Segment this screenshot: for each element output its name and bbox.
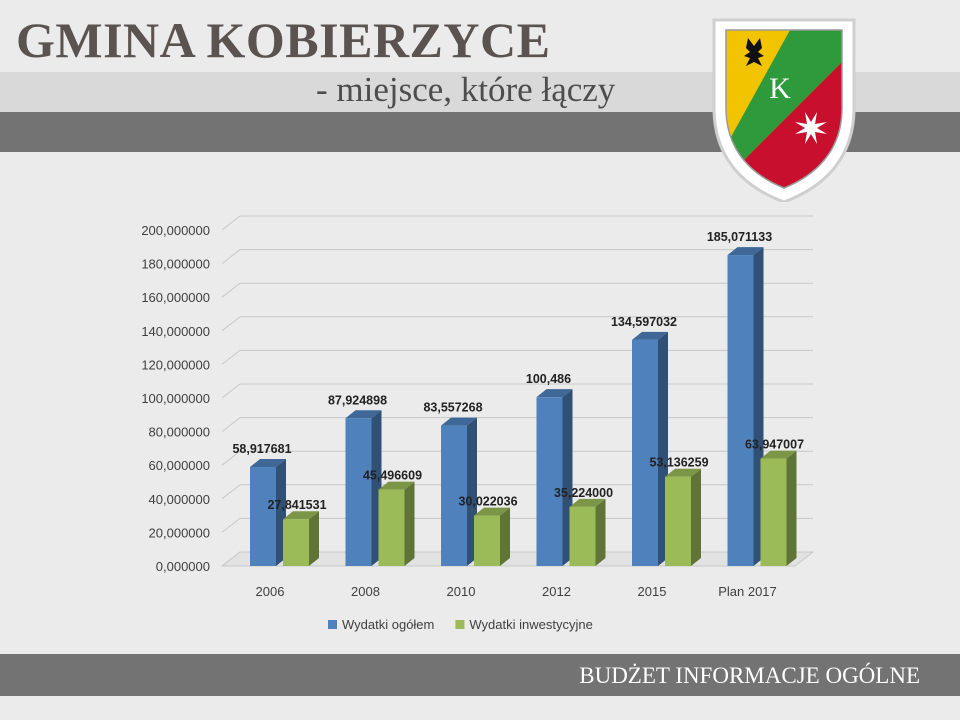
crest-green-band <box>726 30 842 178</box>
y-tick-label: 140,000000 <box>141 324 210 339</box>
footer-bar: BUDŻET INFORMACJE OGÓLNE <box>0 654 960 696</box>
bar <box>632 331 668 566</box>
bar <box>345 410 382 566</box>
gridline <box>221 517 813 533</box>
data-label: 35,224000 <box>554 486 613 500</box>
y-tick-label: 160,000000 <box>141 290 210 305</box>
data-label: 100,486 <box>526 372 571 386</box>
legend-swatch <box>328 620 337 629</box>
x-tick-label: 2012 <box>542 584 571 599</box>
data-label: 30,022036 <box>458 495 517 509</box>
y-tick-label: 60,000000 <box>149 458 210 473</box>
data-label: 185,071133 <box>707 230 772 244</box>
gridline <box>221 215 813 231</box>
y-tick-label: 100,000000 <box>141 391 210 406</box>
data-label: 45,496609 <box>363 469 422 483</box>
crest-letter: K <box>769 72 791 105</box>
gridline <box>221 383 813 399</box>
data-label: 87,924898 <box>328 393 387 407</box>
y-tick-label: 80,000000 <box>149 425 210 440</box>
bar <box>536 389 573 566</box>
data-label: 58,917681 <box>232 442 291 456</box>
gridline <box>221 484 813 500</box>
gridline <box>221 282 813 298</box>
data-label: 134,597032 <box>611 315 677 329</box>
y-tick-label: 0,000000 <box>156 559 210 574</box>
y-tick-label: 40,000000 <box>149 492 210 507</box>
gridline <box>221 450 813 466</box>
legend-label: Wydatki ogółem <box>342 617 434 632</box>
bar <box>727 247 764 566</box>
eagle-icon <box>744 38 764 66</box>
footer-text: BUDŻET INFORMACJE OGÓLNE <box>579 663 920 688</box>
data-label: 63,947007 <box>745 438 804 452</box>
data-label: 27,841531 <box>267 498 326 512</box>
page-title: GMINA KOBIERZYCE <box>16 12 551 68</box>
y-tick-label: 20,000000 <box>149 525 210 540</box>
x-tick-label: 2008 <box>351 584 380 599</box>
bar <box>378 481 415 566</box>
bar <box>760 450 797 566</box>
page-subtitle: - miejsce, które łączy <box>316 70 616 109</box>
data-label: 53,136259 <box>649 456 708 470</box>
gridline <box>221 316 813 332</box>
bar <box>665 468 701 566</box>
gridline <box>221 417 813 432</box>
y-tick-label: 200,000000 <box>141 223 210 238</box>
bar <box>569 498 606 566</box>
gridline <box>221 249 813 264</box>
crest-red-field <box>726 62 842 188</box>
expenses-bar-chart: 0,000000 20,000000 40,000000 60,000000 80,00… <box>141 215 815 632</box>
x-tick-label: Plan 2017 <box>718 584 777 599</box>
x-tick-label: 2015 <box>638 584 667 599</box>
coat-of-arms-logo: K <box>712 18 856 202</box>
legend-label: Wydatki inwestycyjne <box>469 617 592 632</box>
legend-swatch <box>455 620 465 629</box>
maltese-cross-icon <box>795 112 827 144</box>
y-tick-label: 120,000000 <box>141 357 210 372</box>
bar <box>283 511 319 566</box>
bar <box>474 507 510 566</box>
bar <box>441 417 477 566</box>
y-tick-label: 180,000000 <box>141 257 210 272</box>
data-label: 83,557268 <box>423 401 482 415</box>
x-tick-label: 2010 <box>447 584 476 599</box>
gridline <box>221 349 813 365</box>
x-tick-label: 2006 <box>256 584 285 599</box>
bar <box>250 459 286 566</box>
